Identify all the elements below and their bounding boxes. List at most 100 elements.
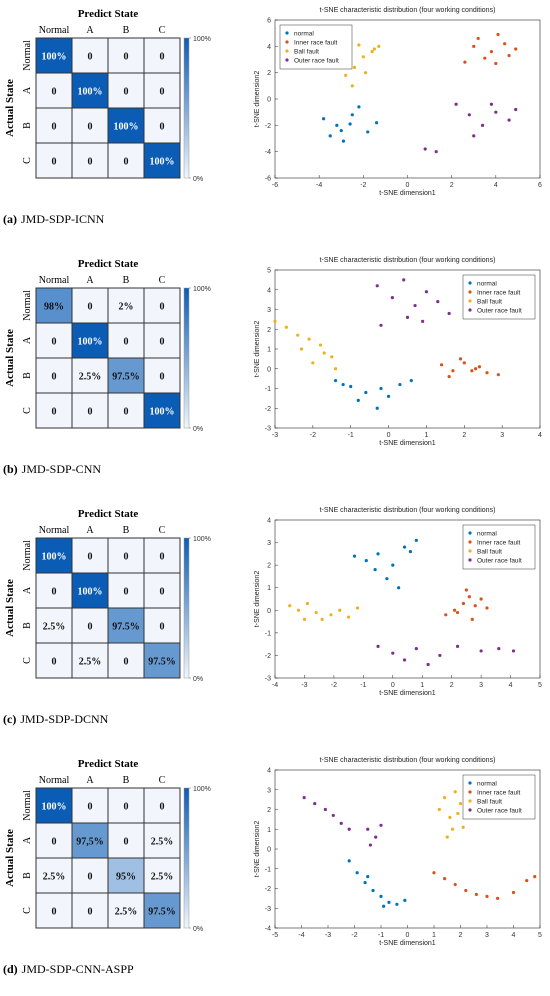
- cell-label: 100%: [150, 407, 175, 418]
- y-tick-label: -2: [265, 653, 271, 660]
- caption: (b) JMD-SDP-CNN: [3, 462, 101, 476]
- point: [453, 790, 457, 794]
- legend-marker: [468, 549, 472, 553]
- point: [474, 892, 478, 897]
- caption-label: (d): [3, 962, 18, 976]
- point: [339, 821, 343, 825]
- point: [302, 796, 306, 800]
- column-label: C: [159, 775, 166, 786]
- matrix-cell: [143, 72, 181, 109]
- cell-label: 0: [124, 657, 129, 668]
- point: [391, 651, 395, 655]
- matrix-title: Predict State: [78, 258, 139, 270]
- column-label: Normal: [39, 25, 70, 36]
- matrix-cell: [71, 857, 109, 894]
- legend-box: [462, 274, 536, 320]
- point: [382, 904, 386, 908]
- x-tick-label: -4: [298, 932, 304, 939]
- colorbar-tick-label: 0%: [193, 676, 203, 683]
- point: [361, 55, 365, 59]
- row-label: Normal: [22, 40, 33, 71]
- cell-label: 0: [160, 302, 165, 313]
- point: [485, 371, 489, 375]
- point: [479, 649, 483, 653]
- cell-label: 100%: [78, 337, 103, 348]
- y-tick-label: -3: [265, 906, 271, 913]
- point: [320, 617, 324, 621]
- x-axis-label: t-SNE dimension1: [379, 190, 436, 197]
- matrix-cell: [143, 892, 181, 929]
- point: [485, 894, 489, 899]
- point: [458, 801, 463, 806]
- column-label: A: [86, 275, 94, 286]
- caption: (a) JMD-SDP-ICNN: [3, 212, 105, 226]
- y-tick-label: 4: [267, 287, 271, 294]
- y-tick-label: 3: [267, 540, 271, 547]
- point: [402, 545, 407, 549]
- point: [374, 835, 378, 839]
- cell-label: 0: [124, 52, 129, 63]
- matrix-cell: [35, 787, 73, 824]
- y-tick-label: 5: [267, 268, 271, 275]
- point: [470, 617, 474, 621]
- point: [443, 877, 447, 881]
- cell-label: 0: [88, 552, 93, 563]
- cell-label: 2.5%: [43, 622, 66, 633]
- point: [302, 617, 307, 621]
- cell-label: 100%: [42, 802, 67, 813]
- point: [426, 662, 430, 667]
- point: [379, 894, 383, 899]
- legend-marker: [468, 290, 472, 294]
- point: [395, 902, 399, 906]
- cell-label: 2.5%: [151, 837, 174, 848]
- point: [414, 647, 418, 651]
- point: [455, 644, 460, 649]
- matrix-cell: [71, 322, 109, 359]
- point: [335, 123, 339, 127]
- point: [476, 36, 480, 41]
- matrix-cell: [35, 822, 73, 859]
- cell-label: 100%: [150, 157, 175, 168]
- cell-label: 0: [52, 337, 57, 348]
- matrix-cell: [107, 357, 145, 394]
- point: [483, 56, 487, 60]
- point: [341, 382, 345, 387]
- point: [423, 147, 427, 151]
- point: [462, 361, 466, 365]
- legend-marker: [285, 40, 289, 44]
- point: [473, 604, 477, 608]
- caption-label: (a): [3, 212, 17, 226]
- point: [347, 859, 351, 863]
- point: [370, 50, 374, 54]
- matrix-y-label: Actual State: [4, 329, 16, 387]
- column-label: Normal: [39, 275, 70, 286]
- point: [364, 559, 368, 563]
- matrix-cell: [143, 537, 181, 574]
- point: [376, 552, 380, 556]
- matrix-cell: [143, 572, 181, 609]
- point: [409, 379, 413, 383]
- point: [451, 369, 455, 373]
- x-tick-label: -3: [272, 432, 278, 439]
- x-tick-label: 1: [424, 432, 428, 439]
- cell-label: 97.5%: [148, 907, 176, 918]
- cell-label: 100%: [42, 52, 67, 63]
- matrix-cell: [143, 857, 181, 894]
- y-tick-label: -1: [265, 630, 271, 637]
- matrix-title: Predict State: [78, 758, 139, 770]
- matrix-y-label: Actual State: [4, 829, 16, 887]
- cell-label: 2.5%: [43, 872, 66, 883]
- x-tick-label: -2: [351, 932, 357, 939]
- point: [496, 32, 500, 37]
- matrix-cell: [143, 787, 181, 824]
- cell-label: 2.5%: [151, 872, 174, 883]
- cell-label: 100%: [114, 122, 139, 133]
- matrix-cell: [143, 37, 181, 74]
- legend-label: Outer race fault: [477, 808, 522, 815]
- point: [453, 882, 457, 887]
- column-label: B: [123, 525, 130, 536]
- legend-label: Ball fault: [477, 799, 502, 806]
- x-tick-label: -5: [272, 932, 278, 939]
- x-tick-label: 6: [538, 182, 542, 189]
- point: [379, 386, 383, 391]
